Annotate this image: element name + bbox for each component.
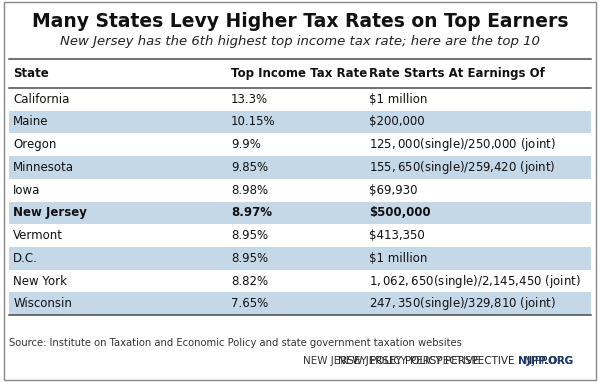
Text: New York: New York <box>13 275 67 288</box>
Text: $69,930: $69,930 <box>369 184 418 197</box>
Text: 13.3%: 13.3% <box>231 93 268 106</box>
Text: Many States Levy Higher Tax Rates on Top Earners: Many States Levy Higher Tax Rates on Top… <box>32 12 568 31</box>
Text: $500,000: $500,000 <box>369 206 431 219</box>
Text: 8.97%: 8.97% <box>231 206 272 219</box>
Text: $125,000 (single)/$250,000 (joint): $125,000 (single)/$250,000 (joint) <box>369 136 556 153</box>
Text: 10.15%: 10.15% <box>231 115 275 128</box>
Text: $200,000: $200,000 <box>369 115 425 128</box>
Text: Minnesota: Minnesota <box>13 161 74 174</box>
Text: NEW JERSEY POLICY PERSPECTIVE: NEW JERSEY POLICY PERSPECTIVE <box>304 356 480 366</box>
Text: California: California <box>13 93 70 106</box>
Text: $1 million: $1 million <box>369 93 427 106</box>
Text: Rate Starts At Earnings Of: Rate Starts At Earnings Of <box>369 67 545 80</box>
Text: 9.85%: 9.85% <box>231 161 268 174</box>
Text: 7.65%: 7.65% <box>231 297 268 310</box>
Text: $413,350: $413,350 <box>369 229 425 242</box>
Text: D.C.: D.C. <box>13 252 38 265</box>
Text: 8.82%: 8.82% <box>231 275 268 288</box>
Text: State: State <box>13 67 49 80</box>
Text: Oregon: Oregon <box>13 138 56 151</box>
Text: Maine: Maine <box>13 115 49 128</box>
Text: Wisconsin: Wisconsin <box>13 297 72 310</box>
Text: $247,350 (single)/$329,810 (joint): $247,350 (single)/$329,810 (joint) <box>369 295 556 312</box>
Text: $1,062,650 (single)/$2,145,450 (joint): $1,062,650 (single)/$2,145,450 (joint) <box>369 272 581 290</box>
Text: New Jersey has the 6th highest top income tax rate; here are the top 10: New Jersey has the 6th highest top incom… <box>60 35 540 48</box>
Text: New Jersey: New Jersey <box>13 206 87 219</box>
Text: Source: Institute on Taxation and Economic Policy and state government taxation : Source: Institute on Taxation and Econom… <box>9 338 462 348</box>
Text: Top Income Tax Rate: Top Income Tax Rate <box>231 67 367 80</box>
Text: $1 million: $1 million <box>369 252 427 265</box>
Text: NEW JERSEY POLICY PERSPECTIVE   NJPP.ORG: NEW JERSEY POLICY PERSPECTIVE NJPP.ORG <box>338 356 573 366</box>
Text: 9.9%: 9.9% <box>231 138 261 151</box>
Text: NJPP.ORG: NJPP.ORG <box>518 356 573 366</box>
Text: 8.95%: 8.95% <box>231 229 268 242</box>
Text: Vermont: Vermont <box>13 229 63 242</box>
Text: 8.95%: 8.95% <box>231 252 268 265</box>
Text: Iowa: Iowa <box>13 184 41 197</box>
Text: 8.98%: 8.98% <box>231 184 268 197</box>
Text: $155,650 (single)/$259,420 (joint): $155,650 (single)/$259,420 (joint) <box>369 159 556 176</box>
